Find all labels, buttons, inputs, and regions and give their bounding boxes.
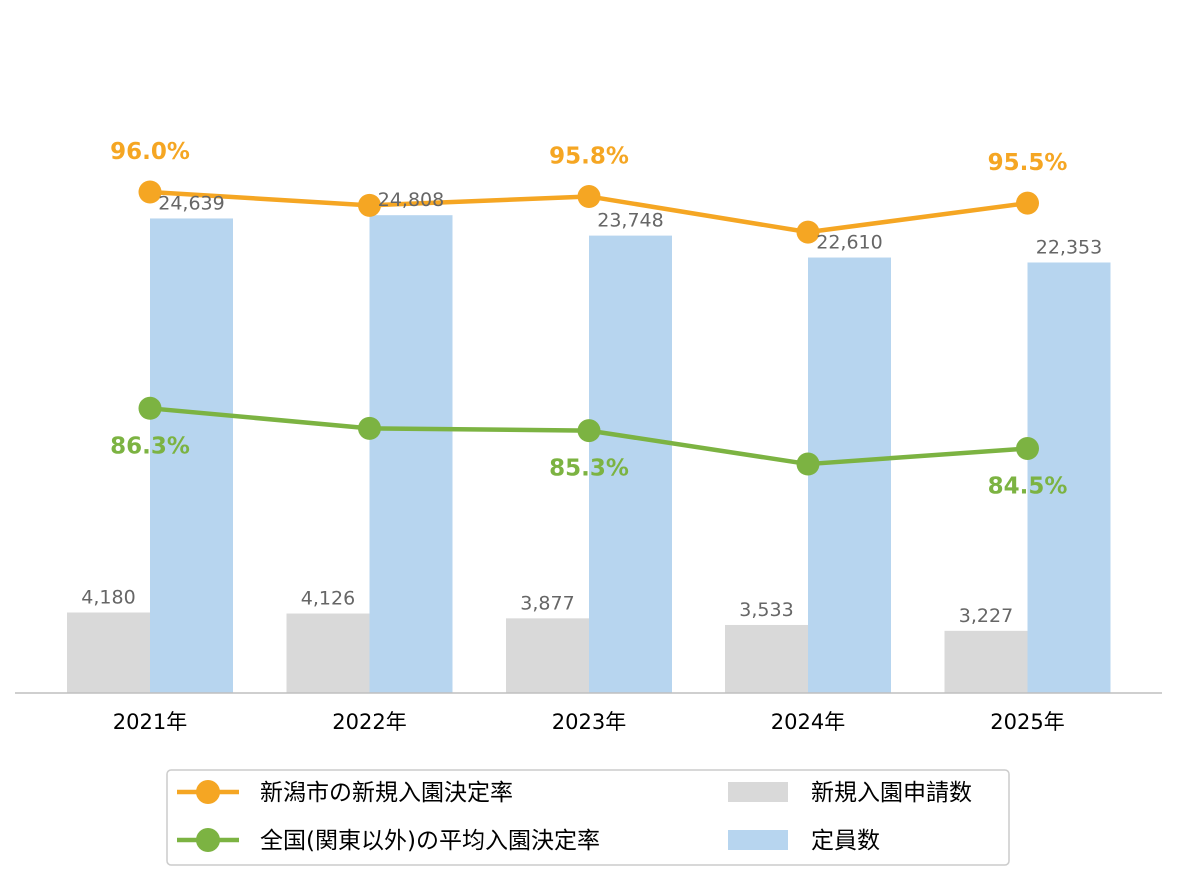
- x-tick-label-2: 2023年: [552, 710, 626, 734]
- line-point-0-0: [138, 180, 162, 204]
- line-value-label-1-4: 84.5%: [988, 473, 1068, 499]
- line-value-label-0-0: 96.0%: [110, 139, 190, 165]
- bar-0-3: [725, 624, 808, 693]
- line-point-1-1: [358, 416, 381, 440]
- legend: 新潟市の新規入園決定率 全国(関東以外)の平均入園決定率 新規入園申請数 定員数: [166, 769, 1010, 866]
- x-tick-label-3: 2024年: [771, 710, 845, 734]
- bar-value-label-1-3: 22,610: [816, 232, 882, 254]
- legend-item-line-0: 新潟市の新規入園決定率: [177, 780, 513, 806]
- bar-value-label-1-0: 24,639: [158, 192, 224, 214]
- legend-box: [166, 769, 1010, 866]
- legend-item-bar-0: 新規入園申請数: [728, 780, 972, 806]
- line-value-label-0-4: 95.5%: [988, 150, 1068, 176]
- labels-layer: 4,180 4,126 3,877 3,533 3,227 24,639 24,808 23,…: [81, 139, 1102, 627]
- bar-0-4: [944, 630, 1028, 693]
- bar-1-0: [150, 218, 233, 693]
- bar-value-label-0-0: 4,180: [81, 586, 135, 608]
- bar-value-label-1-1: 24,808: [378, 189, 444, 211]
- legend-label-line-0: 新潟市の新規入園決定率: [260, 780, 513, 806]
- x-tick-label-0: 2021年: [113, 710, 187, 734]
- line-value-label-1-0: 86.3%: [110, 433, 190, 459]
- bar-value-label-1-2: 23,748: [597, 210, 663, 232]
- lines-layer: [138, 180, 1039, 476]
- bar-1-1: [369, 215, 453, 693]
- legend-marker-0: [196, 780, 220, 804]
- bar-value-label-0-2: 3,877: [520, 592, 574, 614]
- legend-bar-swatch-0: [728, 782, 788, 802]
- legend-label-line-1: 全国(関東以外)の平均入園決定率: [260, 828, 600, 854]
- bar-value-label-0-3: 3,533: [739, 599, 793, 621]
- line-point-0-2: [577, 184, 601, 208]
- bar-value-label-0-1: 4,126: [301, 588, 355, 610]
- bar-value-label-0-4: 3,227: [959, 605, 1013, 627]
- line-point-1-2: [577, 419, 601, 443]
- line-point-1-0: [138, 396, 162, 420]
- line-point-1-4: [1016, 436, 1039, 460]
- line-point-0-3: [796, 220, 820, 244]
- legend-marker-1: [196, 828, 220, 852]
- bar-1-2: [589, 235, 672, 693]
- x-tick-labels: 2021年 2022年 2023年 2024年 2025年: [113, 710, 1065, 734]
- legend-label-bar-0: 新規入園申請数: [811, 780, 972, 806]
- legend-label-bar-1: 定員数: [811, 828, 880, 854]
- legend-item-bar-1: 定員数: [728, 828, 880, 854]
- bar-1-4: [1027, 262, 1111, 693]
- bar-value-label-1-4: 22,353: [1036, 236, 1102, 258]
- line-point-1-3: [796, 452, 820, 476]
- x-tick-label-4: 2025年: [990, 710, 1064, 734]
- x-tick-label-1: 2022年: [332, 710, 406, 734]
- bar-0-1: [286, 613, 370, 693]
- bar-0-0: [67, 612, 150, 693]
- bar-1-3: [808, 257, 891, 693]
- line-value-label-0-2: 95.8%: [549, 143, 629, 169]
- line-value-label-1-2: 85.3%: [549, 456, 629, 482]
- line-point-0-4: [1016, 191, 1039, 215]
- legend-item-line-1: 全国(関東以外)の平均入園決定率: [177, 828, 600, 854]
- bars-layer: [67, 215, 1111, 693]
- bar-0-2: [506, 618, 589, 693]
- legend-bar-swatch-1: [728, 830, 788, 850]
- line-point-0-1: [358, 193, 381, 217]
